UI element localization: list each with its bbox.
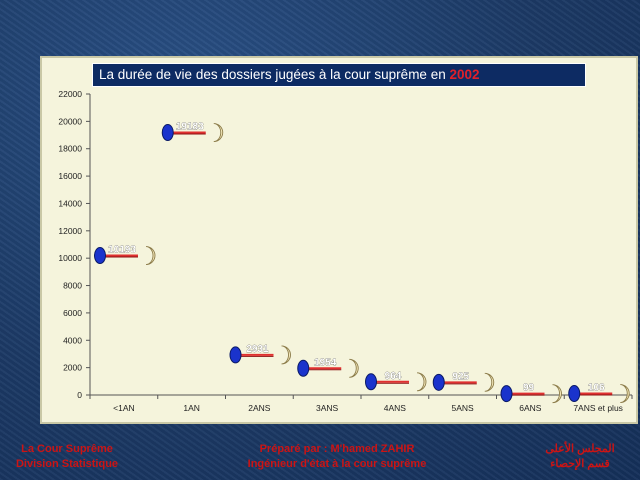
chart-title-year: 2002: [449, 67, 480, 82]
data-label: 19183: [176, 122, 204, 133]
chart-plot: 0 2000 4000 6000 8000 10000 12000 14000 16000 180…: [58, 89, 633, 413]
data-point: [297, 359, 310, 377]
marker-crescent: [552, 384, 562, 404]
data-label: 1954: [314, 357, 337, 368]
y-tick-label: 0: [77, 390, 82, 400]
data-label: 10193: [108, 245, 136, 256]
data-label: 99: [523, 383, 535, 394]
x-tick-label: 2ANS: [248, 403, 271, 413]
footer-right: المجلس الأعلى قسم الإحصاء: [526, 442, 634, 472]
footer-center: Préparé par : M'hamed ZAHIR Ingénieur d'…: [212, 442, 462, 472]
marker-crescent: [484, 372, 495, 392]
x-tick-label: 6ANS: [519, 403, 542, 413]
x-tick-label: 7ANS et plus: [573, 403, 623, 413]
footer-division: Division Statistique: [15, 458, 119, 470]
x-tick-label: 1AN: [183, 403, 200, 413]
x-tick-label: 5ANS: [452, 403, 475, 413]
data-point: [432, 373, 445, 391]
footer-left: La Cour Suprême Division Statistique: [0, 442, 134, 472]
y-tick-label: 12000: [58, 226, 82, 236]
chart-title: La durée de vie des dossiers jugées à la…: [92, 63, 586, 87]
y-tick-label: 20000: [58, 116, 82, 126]
footer-court-name: La Cour Suprême: [21, 443, 113, 455]
x-tick-label: <1AN: [113, 403, 135, 413]
y-tick-label: 4000: [63, 335, 82, 345]
y-tick-label: 6000: [63, 308, 82, 318]
data-point: [161, 124, 174, 142]
marker-crescent: [281, 345, 291, 365]
data-point: [500, 385, 513, 403]
y-tick-label: 14000: [58, 198, 82, 208]
marker-crescent: [416, 372, 427, 392]
y-tick-label: 18000: [58, 144, 82, 154]
data-label: 925: [452, 371, 469, 382]
y-tick-label: 16000: [58, 171, 82, 181]
data-label: 106: [588, 383, 605, 394]
data-point: [365, 373, 377, 391]
data-label: 2931: [246, 344, 269, 355]
footer-arabic-court: المجلس الأعلى: [545, 443, 615, 455]
data-point: [94, 247, 106, 265]
y-tick-label: 22000: [58, 89, 82, 99]
chart-frame: 0 2000 4000 6000 8000 10000 12000 14000 16000 180…: [40, 56, 638, 424]
footer-author-title: Ingénieur d'état à la cour suprême: [247, 458, 427, 470]
chart-title-text: La durée de vie des dossiers jugées à la…: [99, 67, 446, 82]
marker-crescent: [145, 246, 156, 265]
marker-crescent: [213, 123, 224, 142]
data-label: 964: [385, 371, 402, 382]
y-tick-label: 8000: [63, 281, 82, 291]
footer-arabic-division: قسم الإحصاء: [550, 458, 610, 470]
marker-crescent: [620, 384, 630, 403]
y-tick-label: 10000: [58, 253, 82, 263]
data-point: [568, 385, 581, 403]
data-point: [229, 346, 242, 364]
y-tick-label: 2000: [63, 363, 82, 373]
marker-crescent: [349, 358, 359, 378]
x-tick-label: 4ANS: [384, 403, 407, 413]
x-tick-label: 3ANS: [316, 403, 339, 413]
footer-prepared-by: Préparé par : M'hamed ZAHIR: [259, 443, 415, 455]
